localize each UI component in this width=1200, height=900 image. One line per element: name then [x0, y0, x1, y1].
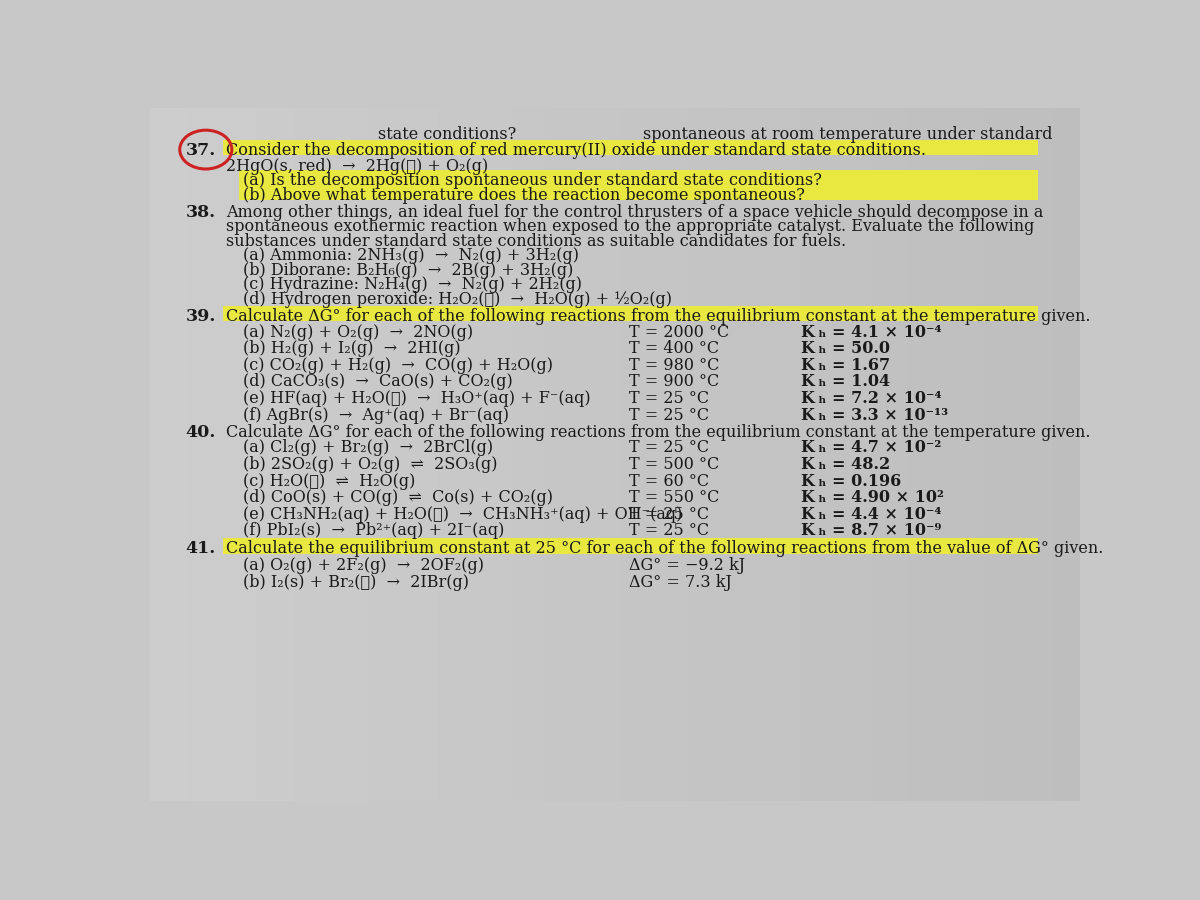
- Text: spontaneous exothermic reaction when exposed to the appropriate catalyst. Evalua: spontaneous exothermic reaction when exp…: [227, 218, 1034, 235]
- Text: K ₕ = 48.2: K ₕ = 48.2: [802, 456, 890, 472]
- Text: (d) Hydrogen peroxide: H₂O₂(ℓ)  →  H₂O(g) + ½O₂(g): (d) Hydrogen peroxide: H₂O₂(ℓ) → H₂O(g) …: [242, 291, 672, 308]
- Text: T = 25 °C: T = 25 °C: [629, 506, 709, 523]
- Text: K ₕ = 1.04: K ₕ = 1.04: [802, 374, 890, 391]
- Text: (e) HF(aq) + H₂O(ℓ)  →  H₃O⁺(aq) + F⁻(aq): (e) HF(aq) + H₂O(ℓ) → H₃O⁺(aq) + F⁻(aq): [242, 390, 590, 407]
- Text: Calculate the equilibrium constant at 25 °C for each of the following reactions : Calculate the equilibrium constant at 25…: [227, 540, 1104, 557]
- Text: K ₕ = 4.1 × 10⁻⁴: K ₕ = 4.1 × 10⁻⁴: [802, 323, 942, 340]
- Text: T = 60 °C: T = 60 °C: [629, 472, 709, 490]
- Text: 41.: 41.: [185, 540, 216, 557]
- Text: 37.: 37.: [185, 142, 216, 159]
- Text: T = 500 °C: T = 500 °C: [629, 456, 719, 472]
- FancyBboxPatch shape: [222, 140, 1038, 155]
- Text: K ₕ = 4.7 × 10⁻²: K ₕ = 4.7 × 10⁻²: [802, 439, 941, 456]
- Text: (b) Above what temperature does the reaction become spontaneous?: (b) Above what temperature does the reac…: [242, 187, 805, 204]
- Text: K ₕ = 8.7 × 10⁻⁹: K ₕ = 8.7 × 10⁻⁹: [802, 522, 941, 539]
- Text: spontaneous at room temperature under standard: spontaneous at room temperature under st…: [643, 126, 1052, 143]
- Text: Calculate ΔG° for each of the following reactions from the equilibrium constant : Calculate ΔG° for each of the following …: [227, 309, 1091, 325]
- Text: state conditions?: state conditions?: [378, 126, 516, 143]
- Text: K ₕ = 50.0: K ₕ = 50.0: [802, 340, 890, 357]
- Text: (c) Hydrazine: N₂H₄(g)  →  N₂(g) + 2H₂(g): (c) Hydrazine: N₂H₄(g) → N₂(g) + 2H₂(g): [242, 276, 582, 293]
- Text: T = 980 °C: T = 980 °C: [629, 356, 719, 374]
- Text: substances under standard state conditions as suitable candidates for fuels.: substances under standard state conditio…: [227, 233, 846, 249]
- FancyBboxPatch shape: [239, 170, 1038, 185]
- Text: T = 400 °C: T = 400 °C: [629, 340, 719, 357]
- Text: (a) Is the decomposition spontaneous under standard state conditions?: (a) Is the decomposition spontaneous und…: [242, 173, 822, 189]
- Text: T = 25 °C: T = 25 °C: [629, 439, 709, 456]
- Text: (c) H₂O(ℓ)  ⇌  H₂O(g): (c) H₂O(ℓ) ⇌ H₂O(g): [242, 472, 415, 490]
- Text: K ₕ = 0.196: K ₕ = 0.196: [802, 472, 901, 490]
- Text: Consider the decomposition of red mercury(II) oxide under standard state conditi: Consider the decomposition of red mercur…: [227, 142, 926, 159]
- Text: T = 550 °C: T = 550 °C: [629, 490, 719, 506]
- FancyBboxPatch shape: [239, 184, 1038, 200]
- Text: (b) I₂(s) + Br₂(ℓ)  →  2IBr(g): (b) I₂(s) + Br₂(ℓ) → 2IBr(g): [242, 573, 469, 590]
- Text: K ₕ = 4.90 × 10²: K ₕ = 4.90 × 10²: [802, 490, 944, 506]
- Text: (a) O₂(g) + 2F₂(g)  →  2OF₂(g): (a) O₂(g) + 2F₂(g) → 2OF₂(g): [242, 557, 484, 574]
- Text: (b) Diborane: B₂H₆(g)  →  2B(g) + 3H₂(g): (b) Diborane: B₂H₆(g) → 2B(g) + 3H₂(g): [242, 262, 574, 279]
- Text: (a) Ammonia: 2NH₃(g)  →  N₂(g) + 3H₂(g): (a) Ammonia: 2NH₃(g) → N₂(g) + 3H₂(g): [242, 248, 580, 265]
- Text: (d) CaCO₃(s)  →  CaO(s) + CO₂(g): (d) CaCO₃(s) → CaO(s) + CO₂(g): [242, 374, 512, 391]
- Text: 40.: 40.: [185, 424, 216, 441]
- Text: ΔG° = −9.2 kJ: ΔG° = −9.2 kJ: [629, 557, 745, 574]
- Text: T = 2000 °C: T = 2000 °C: [629, 323, 730, 340]
- Text: (d) CoO(s) + CO(g)  ⇌  Co(s) + CO₂(g): (d) CoO(s) + CO(g) ⇌ Co(s) + CO₂(g): [242, 490, 553, 506]
- Text: T = 25 °C: T = 25 °C: [629, 390, 709, 407]
- Text: (e) CH₃NH₂(aq) + H₂O(ℓ)  →  CH₃NH₃⁺(aq) + OH⁻(aq): (e) CH₃NH₂(aq) + H₂O(ℓ) → CH₃NH₃⁺(aq) + …: [242, 506, 683, 523]
- Text: Among other things, an ideal fuel for the control thrusters of a space vehicle s: Among other things, an ideal fuel for th…: [227, 203, 1044, 220]
- FancyBboxPatch shape: [222, 306, 1038, 321]
- Text: (a) Cl₂(g) + Br₂(g)  →  2BrCl(g): (a) Cl₂(g) + Br₂(g) → 2BrCl(g): [242, 439, 493, 456]
- Text: K ₕ = 7.2 × 10⁻⁴: K ₕ = 7.2 × 10⁻⁴: [802, 390, 942, 407]
- Text: 39.: 39.: [185, 309, 216, 325]
- Text: Calculate ΔG° for each of the following reactions from the equilibrium constant : Calculate ΔG° for each of the following …: [227, 424, 1091, 441]
- Text: (c) CO₂(g) + H₂(g)  →  CO(g) + H₂O(g): (c) CO₂(g) + H₂(g) → CO(g) + H₂O(g): [242, 356, 553, 374]
- Text: (b) 2SO₂(g) + O₂(g)  ⇌  2SO₃(g): (b) 2SO₂(g) + O₂(g) ⇌ 2SO₃(g): [242, 456, 498, 472]
- Text: K ₕ = 3.3 × 10⁻¹³: K ₕ = 3.3 × 10⁻¹³: [802, 407, 948, 424]
- Text: ΔG° = 7.3 kJ: ΔG° = 7.3 kJ: [629, 573, 732, 590]
- Text: T = 25 °C: T = 25 °C: [629, 522, 709, 539]
- Text: (a) N₂(g) + O₂(g)  →  2NO(g): (a) N₂(g) + O₂(g) → 2NO(g): [242, 323, 473, 340]
- FancyBboxPatch shape: [222, 538, 1038, 554]
- Text: 38.: 38.: [185, 203, 216, 220]
- Text: (f) AgBr(s)  →  Ag⁺(aq) + Br⁻(aq): (f) AgBr(s) → Ag⁺(aq) + Br⁻(aq): [242, 407, 509, 424]
- Text: K ₕ = 4.4 × 10⁻⁴: K ₕ = 4.4 × 10⁻⁴: [802, 506, 942, 523]
- Text: T = 900 °C: T = 900 °C: [629, 374, 719, 391]
- Text: (f) PbI₂(s)  →  Pb²⁺(aq) + 2I⁻(aq): (f) PbI₂(s) → Pb²⁺(aq) + 2I⁻(aq): [242, 522, 504, 539]
- Text: K ₕ = 1.67: K ₕ = 1.67: [802, 356, 890, 374]
- Text: (b) H₂(g) + I₂(g)  →  2HI(g): (b) H₂(g) + I₂(g) → 2HI(g): [242, 340, 461, 357]
- Text: T = 25 °C: T = 25 °C: [629, 407, 709, 424]
- Text: 2HgO(s, red)  →  2Hg(ℓ) + O₂(g): 2HgO(s, red) → 2Hg(ℓ) + O₂(g): [227, 158, 488, 175]
